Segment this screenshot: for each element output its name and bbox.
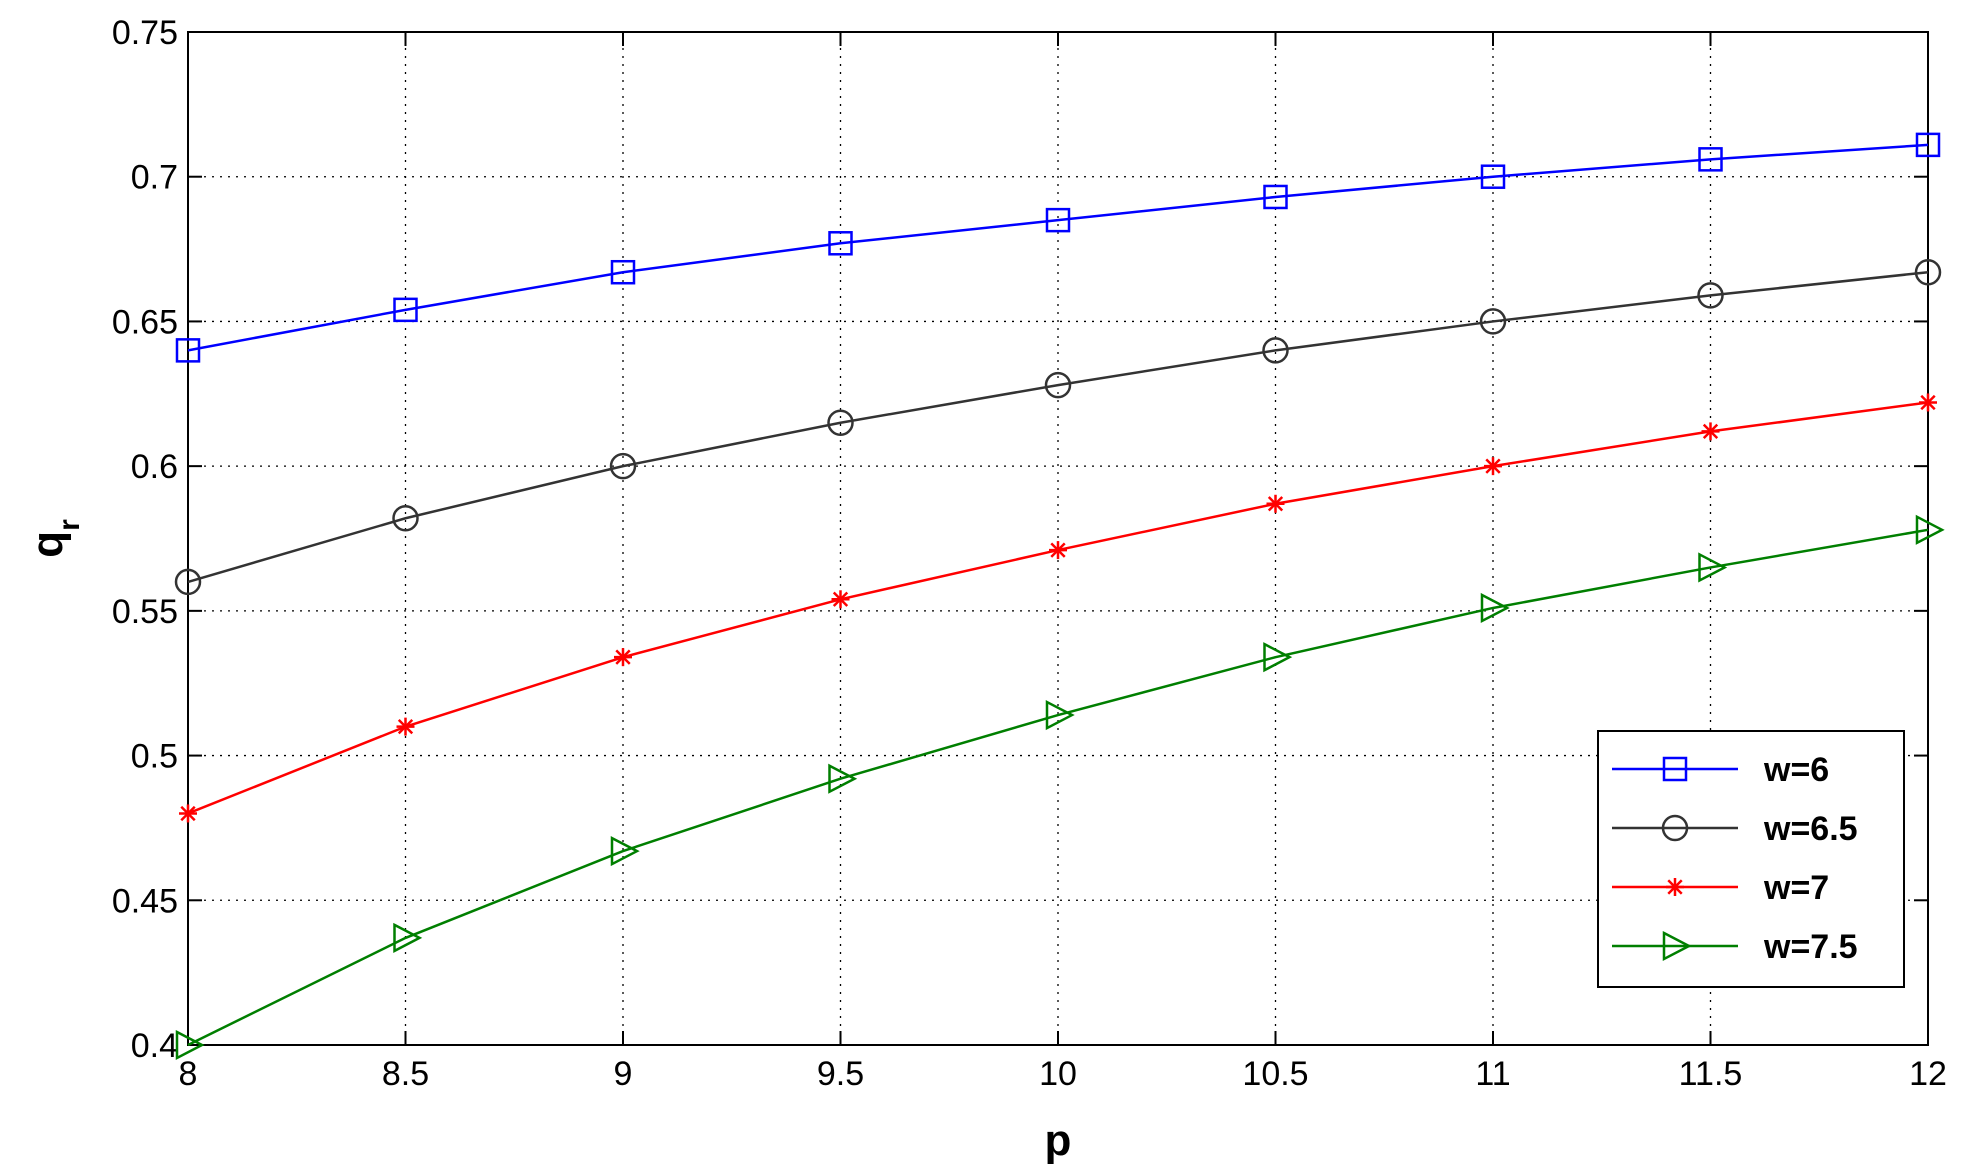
legend-marker [1662,930,1692,962]
data-point [1915,514,1945,545]
data-point [1480,164,1506,189]
x-axis-label: p [1045,1116,1072,1165]
data-point [1697,282,1724,309]
x-tick-label: 9 [614,1055,633,1093]
legend-label: w=7 [1763,869,1829,907]
y-tick-label: 0.6 [131,448,178,486]
x-tick-label: 12 [1909,1055,1947,1093]
data-point [1262,337,1289,364]
series-3 [179,393,1937,823]
data-point [1045,699,1075,731]
axis-ticks: 8 8.5 9 9.5 10 10.5 11 11.5 12 0.4 0.45 0.5 0.55 0.6 0… [112,14,1947,1093]
y-tick-label: 0.4 [131,1027,178,1065]
y-tick-label: 0.75 [112,14,178,52]
data-point [828,231,853,256]
series-line [187,143,1929,352]
data-point [1479,308,1507,335]
data-point [1914,258,1942,286]
series-4 [175,514,1945,1061]
legend-item: w=6 [1612,751,1829,789]
data-point [1698,147,1723,172]
legend: w=6 w=6.5 w=7 w=7.5 [1597,730,1905,988]
data-point [393,922,423,953]
data-point [609,452,637,480]
grid-lines [188,32,1928,1045]
data-point [174,568,202,596]
x-tick-label: 10.5 [1242,1055,1308,1093]
series-2 [174,258,1942,596]
data-point [1044,371,1072,399]
x-tick-label: 8 [179,1055,198,1093]
y-tick-label: 0.45 [112,882,178,920]
y-tick-label: 0.5 [131,738,178,776]
data-point [1480,592,1510,624]
data-point [179,804,197,823]
data-point [1484,457,1502,476]
data-point [1263,642,1293,673]
x-tick-label: 11 [1475,1055,1510,1093]
legend-marker [1662,756,1688,782]
data-point [1045,207,1071,233]
data-point [396,717,415,736]
data-point [828,763,858,794]
legend-marker [1666,878,1684,896]
y-tick-label: 0.7 [131,159,178,197]
data-point [1263,184,1288,210]
y-axis-label-sub: r [53,519,86,531]
data-point [1698,552,1728,583]
data-point [1915,132,1941,158]
legend-item: w=6.5 [1612,810,1858,848]
series-line [187,270,1929,584]
data-point [1266,494,1285,513]
data-point [610,259,636,285]
series-1 [175,132,1941,363]
data-point [831,590,850,609]
legend-label: w=6 [1763,751,1829,789]
y-axis-label: qr [23,519,86,558]
data-point [175,338,201,363]
legend-item: w=7 [1612,869,1829,907]
data-point [610,836,640,867]
series-line [187,528,1929,1047]
x-tick-label: 10 [1039,1055,1077,1093]
y-tick-label: 0.55 [112,593,178,631]
legend-item: w=7.5 [1612,928,1858,966]
data-point [1049,541,1067,560]
data-point [827,409,854,436]
data-point [1919,393,1937,412]
legend-marker [1661,814,1689,842]
y-tick-label: 0.65 [112,303,178,341]
x-tick-label: 9.5 [817,1055,864,1093]
x-tick-label: 11.5 [1679,1055,1743,1093]
data-point [1701,422,1720,441]
data-point [392,504,419,532]
series-layer [174,132,1945,1061]
legend-label: w=6.5 [1763,810,1858,848]
data-point [393,297,418,323]
x-tick-label: 8.5 [382,1055,429,1093]
legend-label: w=7.5 [1763,928,1858,966]
data-point [614,648,632,667]
legend-box [1597,730,1905,988]
y-axis-label-main: q [23,531,72,558]
data-point [175,1029,205,1061]
